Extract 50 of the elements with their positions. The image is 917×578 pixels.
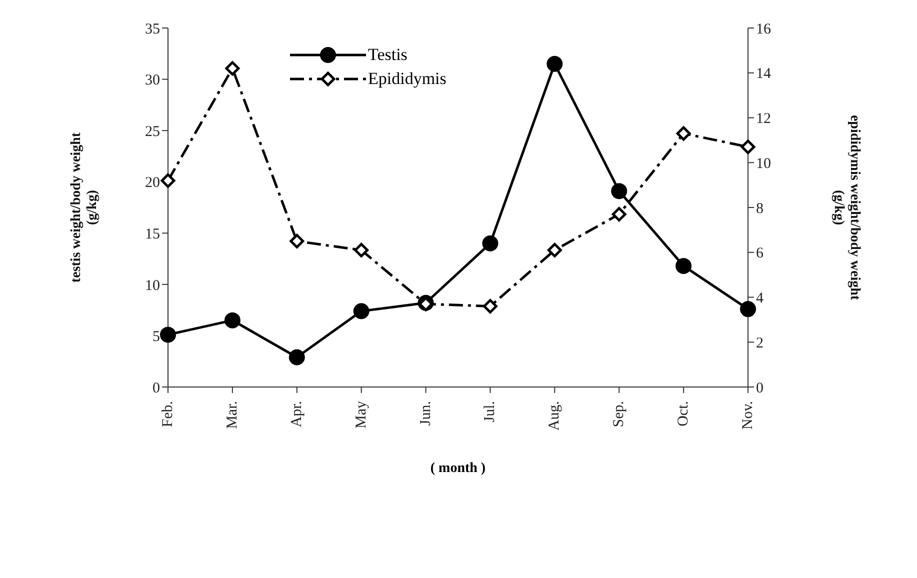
point [611, 183, 628, 200]
point [612, 206, 626, 222]
x-tick-label: Oct. [676, 401, 692, 426]
point [740, 301, 756, 318]
point [224, 312, 240, 328]
y-tick-label: 5 [152, 329, 160, 346]
point [482, 235, 498, 252]
y2-tick-label: 16 [756, 21, 772, 38]
x-tick-label: Aug. [546, 401, 563, 431]
y-tick-label: 15 [145, 226, 160, 242]
y-tick-label: 0 [152, 380, 160, 396]
x-tick-label: Mar. [224, 401, 240, 429]
point [740, 140, 756, 154]
y2-tick-label: 14 [756, 66, 772, 82]
y2-axis-title: epididymis weight/body weight (g/kg) [831, 114, 862, 300]
point [225, 61, 240, 76]
x-tick-label: May [353, 400, 370, 428]
point [354, 242, 369, 258]
y-tick-label: 30 [145, 72, 160, 89]
point [353, 303, 370, 320]
y2-tick-label: 12 [756, 111, 771, 128]
point [160, 173, 176, 188]
point [290, 234, 304, 248]
legend-label: Epididymis [368, 69, 446, 89]
y2-tick-label: 0 [756, 380, 764, 396]
legend-label: Testis [368, 45, 408, 65]
point [288, 349, 305, 366]
point [676, 258, 692, 274]
x-tick-label: Jul. [482, 401, 498, 422]
x-tick-label: Nov. [740, 401, 756, 430]
x-tick-label: Sep. [611, 401, 628, 428]
x-tick-label: Jun. [418, 401, 434, 426]
y-axis-title: testis weight/body weight (g/kg) [69, 132, 100, 283]
y2-tick-label: 4 [756, 290, 764, 307]
y-tick-label: 25 [145, 124, 160, 140]
y2-tick-label: 2 [756, 335, 764, 352]
y2-tick-label: 6 [756, 246, 764, 262]
point [160, 326, 176, 343]
point [547, 242, 562, 258]
x-tick-label: Feb. [160, 401, 176, 428]
y-tick-label: 10 [145, 278, 160, 294]
point [546, 56, 563, 72]
point [482, 298, 498, 314]
x-tick-label: Apr. [288, 401, 305, 428]
y2-tick-label: 8 [756, 200, 764, 217]
x-axis-title: ( month ) [430, 461, 486, 476]
point [676, 126, 691, 141]
y2-tick-label: 10 [756, 156, 771, 172]
y-tick-label: 35 [145, 21, 160, 38]
y-tick-label: 20 [145, 175, 160, 192]
